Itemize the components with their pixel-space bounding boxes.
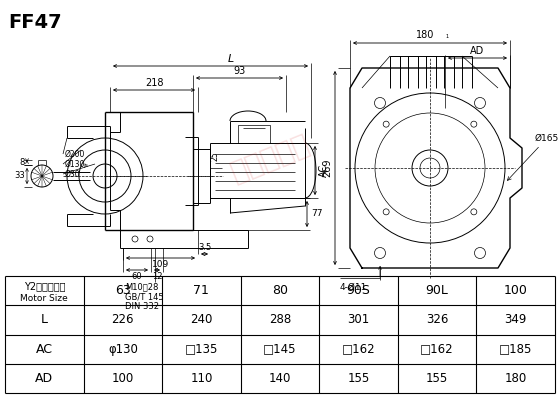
Text: 12: 12 bbox=[152, 272, 162, 281]
Text: 180: 180 bbox=[505, 372, 527, 385]
Text: 77: 77 bbox=[311, 209, 323, 219]
Text: 155: 155 bbox=[347, 372, 370, 385]
Bar bbox=[238, 125, 270, 143]
Text: □185: □185 bbox=[499, 343, 533, 356]
Text: 60: 60 bbox=[132, 272, 142, 281]
Text: M10深28: M10深28 bbox=[125, 282, 158, 291]
Text: 90L: 90L bbox=[426, 284, 449, 297]
Text: □162: □162 bbox=[421, 343, 454, 356]
Text: 90S: 90S bbox=[347, 284, 371, 297]
Text: DIN 332: DIN 332 bbox=[125, 302, 159, 311]
Text: 301: 301 bbox=[347, 313, 370, 326]
Text: 63: 63 bbox=[115, 284, 130, 297]
Text: 349: 349 bbox=[505, 313, 527, 326]
Text: 4-Ø11: 4-Ø11 bbox=[340, 283, 367, 292]
Text: Ø165: Ø165 bbox=[507, 133, 559, 180]
Text: 288: 288 bbox=[269, 313, 291, 326]
Text: 269: 269 bbox=[322, 159, 332, 177]
Text: 100: 100 bbox=[112, 372, 134, 385]
Text: 109: 109 bbox=[152, 260, 169, 269]
Text: φ130: φ130 bbox=[108, 343, 138, 356]
Text: □135: □135 bbox=[185, 343, 218, 356]
Text: 326: 326 bbox=[426, 313, 449, 326]
Text: 240: 240 bbox=[190, 313, 213, 326]
Text: 226: 226 bbox=[111, 313, 134, 326]
Text: 33: 33 bbox=[14, 172, 25, 181]
Text: 71: 71 bbox=[194, 284, 209, 297]
Text: 8: 8 bbox=[20, 158, 25, 167]
Text: AC: AC bbox=[36, 343, 53, 356]
Text: □145: □145 bbox=[263, 343, 297, 356]
Text: L: L bbox=[41, 313, 48, 326]
Text: 瓦玛特传动: 瓦玛特传动 bbox=[226, 129, 314, 187]
Text: ₁: ₁ bbox=[445, 31, 448, 40]
Text: L: L bbox=[227, 54, 234, 64]
Text: Ø130: Ø130 bbox=[65, 160, 85, 168]
Text: 100: 100 bbox=[504, 284, 528, 297]
Text: Y2电机机座号: Y2电机机座号 bbox=[24, 282, 65, 292]
Text: 180: 180 bbox=[416, 30, 434, 40]
Text: 155: 155 bbox=[426, 372, 448, 385]
Text: 3.5: 3.5 bbox=[198, 243, 212, 252]
Text: js: js bbox=[83, 162, 88, 168]
Text: □162: □162 bbox=[342, 343, 375, 356]
Text: Ø30: Ø30 bbox=[65, 170, 81, 178]
Text: AD: AD bbox=[35, 372, 53, 385]
Text: 80: 80 bbox=[272, 284, 288, 297]
Text: 93: 93 bbox=[234, 66, 246, 76]
Text: GB/T 145: GB/T 145 bbox=[125, 292, 164, 301]
Text: Ø200: Ø200 bbox=[65, 150, 85, 158]
Text: 140: 140 bbox=[269, 372, 291, 385]
Text: AD: AD bbox=[470, 46, 484, 56]
Text: 218: 218 bbox=[144, 78, 164, 88]
Text: 25: 25 bbox=[211, 151, 220, 161]
Text: 110: 110 bbox=[190, 372, 213, 385]
Text: Motor Size: Motor Size bbox=[20, 294, 68, 303]
Text: AC: AC bbox=[319, 164, 329, 177]
Text: FF47: FF47 bbox=[8, 13, 62, 32]
